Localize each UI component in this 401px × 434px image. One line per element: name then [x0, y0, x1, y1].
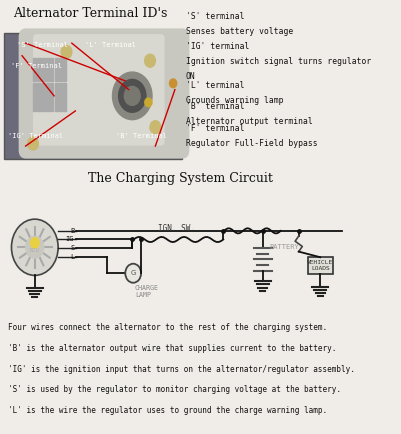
Text: Alternator Terminal ID's: Alternator Terminal ID's: [13, 7, 167, 20]
Text: 'L' terminal: 'L' terminal: [185, 81, 243, 90]
Bar: [63, 58, 66, 81]
Text: L: L: [70, 254, 74, 260]
Text: 'S' is used by the regulator to monitor charging voltage at the battery.: 'S' is used by the regulator to monitor …: [8, 385, 340, 394]
Circle shape: [12, 219, 58, 276]
Bar: [55, 83, 58, 111]
Text: Senses battery voltage: Senses battery voltage: [185, 26, 292, 36]
Text: 'IG' terminal: 'IG' terminal: [185, 42, 248, 51]
Circle shape: [150, 121, 160, 134]
FancyBboxPatch shape: [18, 28, 189, 158]
Text: Alternator output terminal: Alternator output terminal: [185, 118, 312, 126]
Circle shape: [28, 137, 38, 150]
Text: 'S' terminal: 'S' terminal: [185, 12, 243, 20]
Text: 'L' Terminal: 'L' Terminal: [85, 42, 136, 48]
Text: 'L' is the wire the regulator uses to ground the charge warning lamp.: 'L' is the wire the regulator uses to gr…: [8, 406, 326, 415]
Circle shape: [118, 79, 146, 112]
Text: 'B' terminal: 'B' terminal: [185, 102, 243, 112]
Text: Grounds warning lamp: Grounds warning lamp: [185, 96, 282, 105]
Bar: [50, 58, 53, 81]
FancyBboxPatch shape: [33, 34, 164, 146]
Text: G: G: [130, 270, 136, 276]
Text: VEHICLE
LOADS: VEHICLE LOADS: [306, 260, 332, 271]
Text: B: B: [70, 228, 74, 234]
Bar: [33, 83, 36, 111]
Bar: [42, 83, 45, 111]
Bar: [307, 257, 332, 274]
Text: 'F' terminal: 'F' terminal: [185, 124, 243, 133]
Circle shape: [125, 264, 141, 283]
Text: 'B' is the alternator output wire that supplies current to the battery.: 'B' is the alternator output wire that s…: [8, 344, 335, 353]
Bar: [33, 58, 36, 81]
Text: Regulator Full-Field bypass: Regulator Full-Field bypass: [185, 139, 316, 148]
Circle shape: [169, 79, 176, 88]
Circle shape: [144, 98, 152, 107]
Text: 'S' Terminal: 'S' Terminal: [17, 42, 68, 48]
Circle shape: [30, 238, 39, 248]
Bar: [46, 58, 49, 81]
Text: 'IG' is the ignition input that turns on the alternator/regulator assembly.: 'IG' is the ignition input that turns on…: [8, 365, 354, 374]
Circle shape: [61, 46, 72, 59]
Bar: [46, 83, 49, 111]
Bar: [37, 83, 41, 111]
Text: 'B' Terminal: 'B' Terminal: [115, 133, 166, 138]
Text: IG: IG: [66, 237, 74, 243]
Text: BATTERY: BATTERY: [269, 244, 298, 250]
Circle shape: [144, 54, 155, 67]
Bar: [55, 58, 58, 81]
Bar: [37, 58, 41, 81]
Circle shape: [124, 86, 140, 105]
Text: Four wires connect the alternator to the rest of the charging system.: Four wires connect the alternator to the…: [8, 323, 326, 332]
Bar: [50, 83, 53, 111]
Text: S: S: [70, 245, 74, 251]
Bar: [59, 83, 62, 111]
Text: CHARGE
LAMP: CHARGE LAMP: [135, 285, 158, 298]
Text: ON: ON: [185, 72, 195, 81]
Text: 'IG' Terminal: 'IG' Terminal: [8, 133, 63, 138]
Bar: [59, 58, 62, 81]
Bar: [63, 83, 66, 111]
Bar: [42, 58, 45, 81]
Text: The Charging System Circuit: The Charging System Circuit: [87, 171, 272, 184]
Circle shape: [112, 72, 152, 120]
Text: IGN. SW.: IGN. SW.: [158, 224, 194, 233]
Bar: [4, 33, 182, 158]
Text: ECU: ECU: [30, 248, 40, 253]
Text: 'F' Terminal: 'F' Terminal: [12, 63, 62, 69]
Text: Ignition switch signal turns regulator: Ignition switch signal turns regulator: [185, 57, 370, 66]
Circle shape: [26, 237, 44, 258]
